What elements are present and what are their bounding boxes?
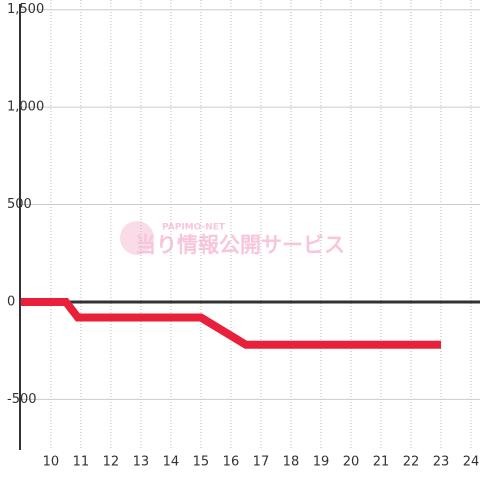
watermark-text: 当り情報公開サービス [135, 233, 345, 257]
x-tick-label: 18 [283, 455, 300, 470]
y-tick-label: 1,500 [7, 2, 44, 17]
watermark: PAPIMO-NET 当り情報公開サービス [120, 221, 345, 257]
watermark-brand: PAPIMO-NET [162, 223, 226, 233]
x-tick-label: 23 [433, 455, 450, 470]
x-tick-label: 15 [193, 455, 210, 470]
x-tick-label: 22 [403, 455, 420, 470]
x-tick-label: 13 [133, 455, 150, 470]
x-tick-label: 21 [373, 455, 390, 470]
watermark-logo [120, 221, 154, 255]
x-tick-label: 16 [223, 455, 240, 470]
x-tick-label: 14 [163, 455, 180, 470]
y-tick-label: 0 [7, 294, 15, 309]
y-tick-label: -500 [7, 392, 37, 407]
y-tick-label: 1,000 [7, 100, 44, 115]
x-tick-label: 10 [43, 455, 60, 470]
x-tick-label: 19 [313, 455, 330, 470]
x-tick-label: 12 [103, 455, 120, 470]
x-tick-label: 11 [73, 455, 90, 470]
x-tick-label: 24 [463, 455, 480, 470]
x-tick-label: 17 [253, 455, 270, 470]
x-tick-label: 20 [343, 455, 360, 470]
data-line [20, 297, 441, 349]
